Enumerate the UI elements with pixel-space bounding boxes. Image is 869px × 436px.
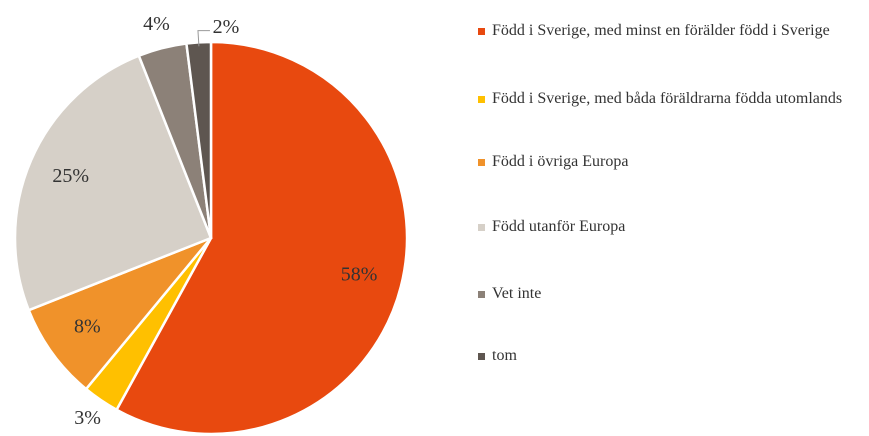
pie-slice [13,54,213,312]
legend-label: Vet inte [492,285,542,302]
data-label: 8% [74,315,101,337]
legend-swatch [478,291,485,298]
data-label: 2% [213,16,240,38]
legend-swatch [478,28,485,35]
legend-label: tom [492,347,517,364]
data-label: 4% [143,13,170,35]
chart: 58% 3% 8% 25% 4% 2% [13,13,409,436]
data-label: 25% [52,165,89,187]
legend-swatch [478,224,485,231]
legend-label: Född utanför Europa [492,218,626,235]
legend-label: Född i övriga Europa [492,153,629,170]
legend-item: Född i övriga Europa [478,151,862,173]
legend-label: Född i Sverige, med minst en förälder fö… [492,22,830,39]
legend-swatch [478,96,485,103]
legend-swatch [478,159,485,166]
legend-item: Född i Sverige, med båda föräldrarna föd… [478,88,862,110]
pie-slice [114,40,409,436]
legend-swatch [478,353,485,360]
leader-line [197,30,210,47]
legend-item: tom [478,345,862,367]
legend-label: Född i Sverige, med båda föräldrarna föd… [492,90,843,107]
legend-item: Vet inte [478,283,862,305]
data-label: 3% [74,407,101,429]
legend-item: Född i Sverige, med minst en förälder fö… [478,20,862,42]
data-label: 58% [341,264,378,286]
legend-item: Född utanför Europa [478,216,862,238]
pie-slice [27,236,212,391]
